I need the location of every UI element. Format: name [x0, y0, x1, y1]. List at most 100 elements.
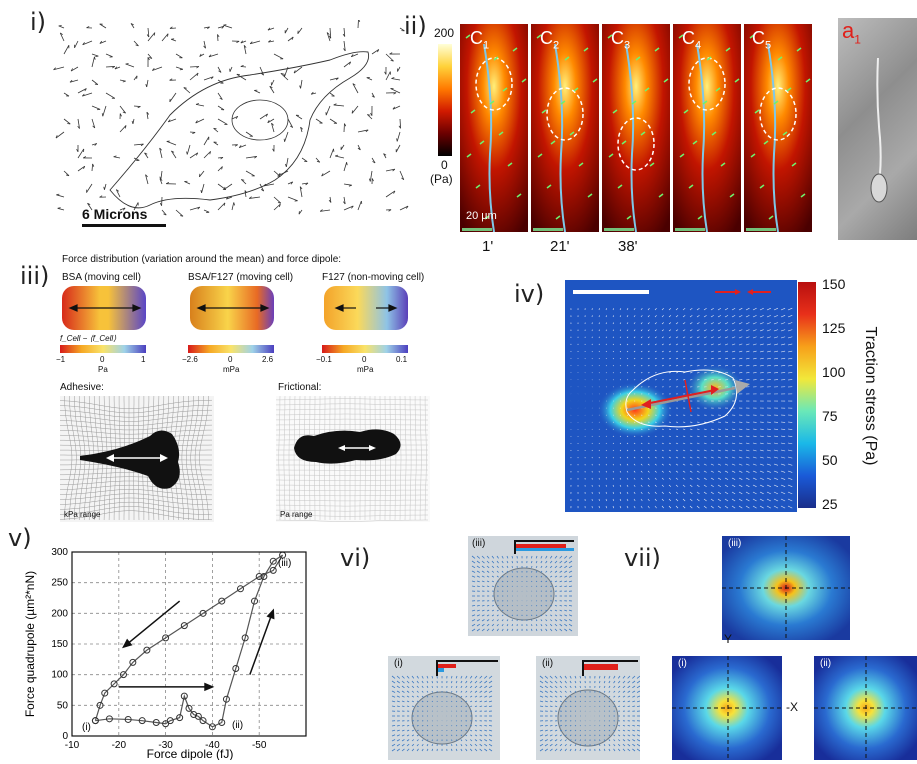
chart-point [269, 566, 277, 574]
bsa-min: −1 [56, 355, 66, 364]
frame-c4-label: C4 [682, 28, 702, 52]
trajectory-arrowhead [266, 608, 275, 620]
panel-ii-cbar-max: 200 [434, 26, 455, 40]
chart-xlabel: Force dipole (fJ) [147, 747, 234, 760]
panel-iii-label: iii) [20, 262, 50, 290]
panel-v-label: v) [8, 524, 32, 552]
panel-vi-label: vi) [340, 544, 371, 572]
frictional-title: Frictional: [278, 382, 322, 393]
y-tick-label: 100 [51, 670, 68, 681]
time-1: 1' [482, 238, 494, 255]
chart-point [143, 646, 151, 654]
chart-point [260, 573, 268, 581]
frictional-range: Pa range [280, 510, 313, 519]
f127-unit: mPa [357, 365, 374, 374]
bsaf127-colorbar [188, 345, 274, 353]
panel-iv-label: iv) [514, 280, 545, 308]
panel-ii-label: ii) [404, 12, 427, 40]
y-tick-label: 300 [51, 547, 68, 558]
traction-map [565, 280, 797, 512]
panel-ii-cbar-unit: (Pa) [430, 172, 453, 186]
panel-iii-title: Force distribution (variation around the… [62, 254, 342, 265]
chart-point [218, 597, 226, 605]
chart-point [218, 719, 226, 727]
chart-frame [71, 551, 307, 737]
chart-point [110, 680, 118, 688]
chart-point [185, 704, 193, 712]
panel-i-label: i) [30, 8, 47, 36]
chart-point [176, 714, 184, 722]
chart-point [236, 585, 244, 593]
trajectory-arrowhead [121, 638, 133, 649]
dipole-arrows [68, 304, 398, 312]
y-tick-label: 0 [62, 731, 68, 742]
chart-point [269, 557, 277, 565]
panel-i-vector-field [53, 20, 409, 217]
chart-point [105, 715, 113, 723]
cell-bsa-title: BSA (moving cell) [62, 272, 141, 283]
panel-i-scale-text: 6 Microns [82, 206, 148, 222]
y-tick-label: 150 [51, 639, 68, 650]
chart-point [199, 609, 207, 617]
frame-c2-label: C2 [540, 28, 560, 52]
chart-point [190, 711, 198, 719]
x-tick-label: -30 [158, 740, 173, 751]
vii-iii-label: (iii) [728, 538, 742, 549]
chart-point [91, 717, 99, 725]
chart-point [232, 665, 240, 673]
iv-tick-50: 50 [822, 452, 838, 468]
chart-point [119, 671, 127, 679]
y-tick-label: 250 [51, 578, 68, 589]
iv-tick-125: 125 [822, 320, 846, 336]
y-tick-label: 50 [57, 700, 69, 711]
chart-point [101, 689, 109, 697]
vi-ii-label: (ii) [542, 658, 554, 669]
panel-iv-colorbar-label: Traction stress (Pa) [862, 326, 879, 466]
vii-axis-x: -X [786, 700, 798, 714]
cell-f127-title: F127 (non-moving cell) [322, 272, 425, 283]
bsa-unit: Pa [98, 365, 108, 374]
panel-vii-label: vii) [624, 544, 661, 572]
time-38: 38' [618, 238, 638, 255]
bsaf127-max: 2.6 [262, 355, 274, 364]
vi-i-image: (i) [388, 656, 500, 760]
x-tick-label: -40 [205, 740, 220, 751]
frictional-grid [276, 396, 430, 522]
vi-iii-label: (iii) [472, 538, 486, 549]
panel-ii-cbar-min: 0 [441, 158, 448, 172]
marker-ii: (ii) [232, 720, 243, 731]
chart-point [138, 717, 146, 725]
iv-tick-75: 75 [822, 408, 838, 424]
panel-i-scale-bar [82, 224, 166, 227]
panel-ii-colorbar [438, 44, 452, 156]
bsaf127-mid: 0 [228, 355, 233, 364]
chart-point [166, 717, 174, 725]
cell-bsaf127-title: BSA/F127 (moving cell) [188, 272, 294, 283]
chart-point [124, 715, 132, 723]
chart-point [162, 634, 170, 642]
vi-i-label: (i) [394, 658, 403, 669]
adhesive-grid [60, 396, 214, 522]
force-chart: -10 -20 -30 -40 -50 0 50 100 150 200 250 300 (i) (i… [23, 547, 307, 760]
x-tick-label: -20 [112, 740, 127, 751]
phase-label: a1 [842, 18, 861, 47]
iv-tick-25: 25 [822, 496, 838, 512]
chart-point [96, 701, 104, 709]
chart-ylabel: Force quadrupole (µm²*nN) [23, 571, 37, 717]
panel-iv-colorbar [798, 282, 816, 508]
bsa-max: 1 [141, 355, 146, 364]
formula-label: f_Cell − ⟨f_Cell⟩ [60, 334, 117, 343]
y-tick-label: 200 [51, 608, 68, 619]
f127-max: 0.1 [396, 355, 408, 364]
trajectory-arrow [249, 610, 274, 675]
bsaf127-min: −2.6 [182, 355, 198, 364]
x-tick-label: -50 [252, 740, 267, 751]
x-tick-label: -10 [65, 740, 80, 751]
iv-tick-150: 150 [822, 276, 846, 292]
vii-iii-map [722, 536, 850, 640]
f127-min: −0.1 [316, 355, 332, 364]
chart-series-line [94, 554, 284, 728]
marker-i: (i) [82, 722, 91, 733]
chart-point [152, 719, 160, 727]
panel-ii-scale-text: 20 µm [466, 210, 497, 222]
